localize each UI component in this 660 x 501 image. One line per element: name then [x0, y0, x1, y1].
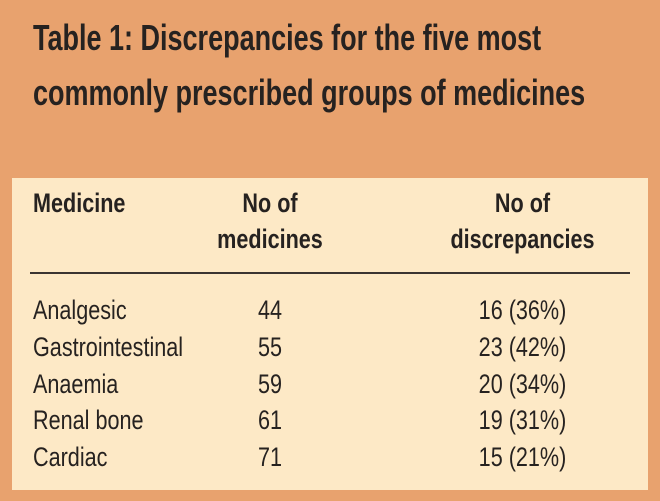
table-panel: [12, 178, 648, 490]
table-cell: Gastrointestinal: [33, 331, 184, 362]
column-header: No of medicines: [217, 188, 323, 254]
table-cell: 15 (21%): [478, 442, 567, 473]
table-cell: Anaemia: [33, 368, 119, 399]
table-cell: 20 (34%): [478, 368, 567, 399]
table-cell: 44: [257, 295, 283, 325]
table-cell: 59: [257, 368, 283, 399]
table-cell: 55: [257, 331, 283, 362]
column-header: No of discrepancies: [450, 188, 595, 254]
table-cell: Cardiac: [33, 442, 108, 473]
table-cell: 23 (42%): [478, 331, 567, 362]
table-cell: 61: [257, 405, 283, 436]
header-rule: [30, 272, 630, 274]
table-cell: 16 (36%): [478, 295, 567, 325]
table-cell: Analgesic: [33, 295, 127, 325]
table-cell: 71: [257, 442, 283, 473]
table-cell: Renal bone: [33, 405, 144, 436]
table-title: Table 1: Discrepancies for the five most…: [33, 17, 586, 113]
column-header: Medicine: [33, 188, 126, 218]
table-cell: 19 (31%): [478, 405, 567, 436]
